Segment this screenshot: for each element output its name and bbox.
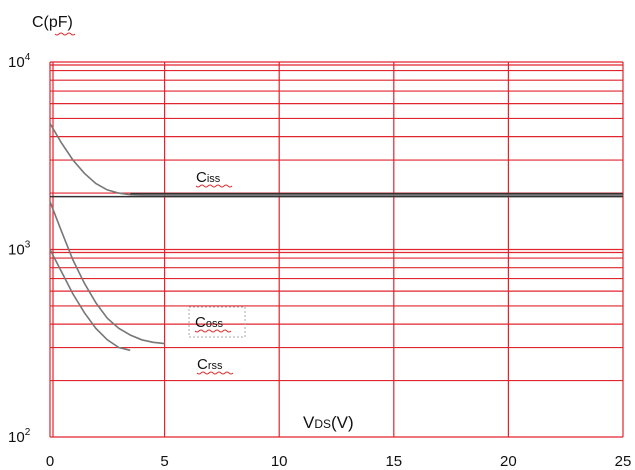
curves xyxy=(50,124,623,351)
x-tick-label: 20 xyxy=(500,453,517,470)
spell-underline xyxy=(196,185,232,187)
y-axis-label: C(pF) xyxy=(32,14,73,31)
spell-underline xyxy=(195,330,231,332)
y-tick-label: 103 xyxy=(8,240,31,259)
x-tick-label: 25 xyxy=(615,453,632,470)
y-tick-label: 102 xyxy=(8,427,31,446)
series-label-crss: Crss xyxy=(197,356,223,373)
grid xyxy=(50,62,623,437)
series-label-ciss: Ciss xyxy=(196,169,221,186)
spell-underline xyxy=(55,33,75,35)
x-tick-label: 15 xyxy=(385,453,402,470)
labels: 0 5 10 15 20 25 102 103 104 C(pF) VDS(V) Ciss Coss Cr… xyxy=(8,14,631,470)
curve-crss xyxy=(50,250,130,351)
curve-coss xyxy=(50,202,165,344)
spell-underline xyxy=(197,372,233,374)
curve-ciss xyxy=(50,124,623,196)
y-tick-label: 104 xyxy=(8,52,31,71)
x-tick-label: 10 xyxy=(271,453,288,470)
series-label-coss: Coss xyxy=(195,314,223,331)
x-axis-label: VDS(V) xyxy=(303,413,354,432)
x-tick-label: 0 xyxy=(46,453,54,470)
x-tick-label: 5 xyxy=(160,453,168,470)
